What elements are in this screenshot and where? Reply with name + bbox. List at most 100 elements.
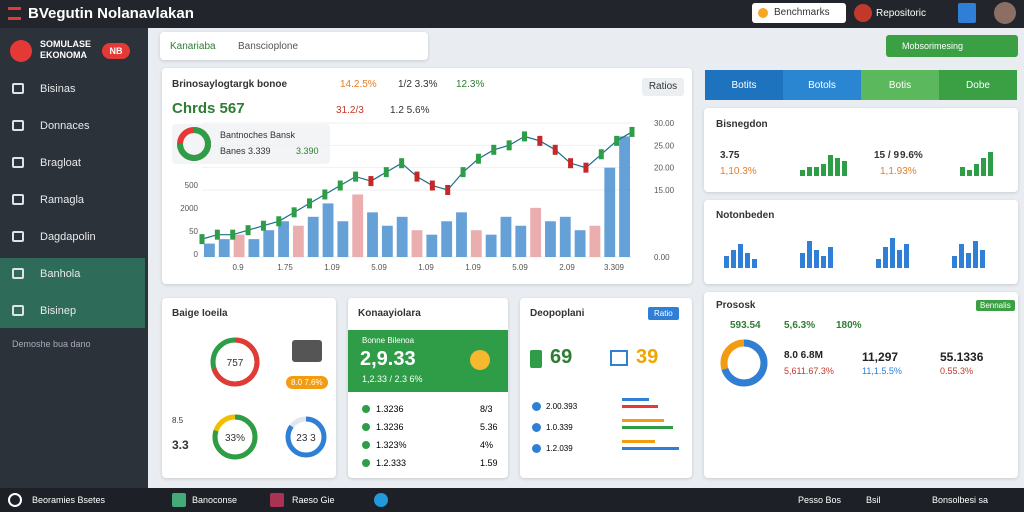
volume-bar <box>604 167 616 257</box>
tab[interactable]: Kanariaba <box>170 41 216 52</box>
search-box[interactable]: Benchmarks <box>752 3 846 23</box>
mini-bar <box>828 155 833 176</box>
segment[interactable]: Dobe <box>939 70 1017 100</box>
highlight-panel: Bonne Bilenoa 2,9.33 1,2.33 / 2.3 6% <box>348 330 508 392</box>
mini-bar <box>731 250 736 268</box>
row-text: 1.0.339 <box>546 423 573 432</box>
mini-bar <box>980 250 985 268</box>
candle <box>414 171 420 182</box>
nav-icon <box>12 305 24 316</box>
sidebar-footer: Demoshe bua dano <box>12 339 91 349</box>
nav-icon <box>12 157 24 168</box>
row-text: 2.00.393 <box>546 402 578 411</box>
mini-bar <box>897 250 902 268</box>
candle <box>583 162 589 173</box>
nav-item[interactable]: Bragloat <box>40 157 81 169</box>
app-icon[interactable] <box>958 3 976 23</box>
app-icon[interactable] <box>270 493 284 507</box>
user-avatar[interactable] <box>854 4 872 22</box>
row-dot <box>362 441 370 449</box>
candle <box>322 189 328 200</box>
volume-bar <box>218 239 230 257</box>
volume-bar <box>530 207 542 257</box>
segment[interactable]: Botols <box>783 70 861 100</box>
ratio-button[interactable]: Ratio <box>648 307 679 320</box>
nav-item[interactable]: Dagdapolin <box>40 231 96 243</box>
sidebar: SOMULASE EKONOMA NB Demoshe bua dano Bis… <box>0 28 148 488</box>
volume-bar <box>619 136 630 257</box>
donut-arc <box>210 337 260 387</box>
left-axis-label: 50 <box>189 227 198 236</box>
mini-bar <box>821 256 826 268</box>
stat-value: 15 / 9 <box>874 150 900 161</box>
row-text: 1.323% <box>376 440 407 450</box>
volume-bar <box>589 225 601 257</box>
donut-arc <box>285 416 327 458</box>
candle <box>629 126 635 137</box>
stat-value: 3.75 <box>720 150 740 161</box>
left-value: 69 <box>550 346 573 368</box>
volume-bar <box>559 216 571 257</box>
card-title: Notonbeden <box>716 210 775 221</box>
panel-icon <box>470 350 490 370</box>
volume-bar <box>307 216 319 257</box>
nav-item[interactable]: Donnaces <box>40 120 90 132</box>
volume-bar <box>500 216 512 257</box>
profile-photo[interactable] <box>994 2 1016 24</box>
app-label[interactable]: Raeso Gie <box>292 495 335 505</box>
nav-icon <box>12 231 24 242</box>
gauges: 757 33% 23 3 <box>210 337 327 460</box>
progress-bar <box>622 447 679 450</box>
app-icon[interactable] <box>172 493 186 507</box>
card-title: Deopoplani <box>530 308 585 319</box>
summary-card: Bisnegdon 3.75 1,10.3% 15 / 9 9.6% 1,1.9… <box>704 108 1018 192</box>
candle <box>460 167 466 178</box>
stat: 1/2 3.3% <box>398 79 438 90</box>
left-axis-label: 500 <box>185 181 199 190</box>
candle <box>475 153 481 164</box>
menu-icon[interactable] <box>8 7 21 20</box>
x-tick-label: 2.09 <box>559 263 575 272</box>
device-icon <box>292 340 322 362</box>
icon <box>530 350 542 368</box>
side-label: 3.3 <box>172 438 189 452</box>
ratios-button[interactable]: Ratios <box>642 78 684 96</box>
app-icon[interactable] <box>374 493 388 507</box>
departments-card: Deopoplani Ratio 69 39 2.00.393 1.0.339 1.… <box>520 298 692 478</box>
start-icon[interactable] <box>8 493 22 507</box>
mini-bar <box>807 241 812 268</box>
volume-bar <box>515 225 527 257</box>
legend-value: Banes 3.339 <box>220 146 271 156</box>
nav-icon <box>12 120 24 131</box>
nav-item[interactable]: Bisinep <box>40 305 77 317</box>
volume-bar <box>456 212 467 257</box>
mini-bar <box>960 167 965 176</box>
y-tick-label: 15.00 <box>654 186 675 195</box>
volume-bar <box>248 239 260 257</box>
candle <box>383 167 389 178</box>
segment[interactable]: Botis <box>861 70 939 100</box>
candle <box>214 229 220 240</box>
chart-title: Brinosaylogtargk bonoe <box>172 79 288 90</box>
nav-item[interactable]: Ramagla <box>40 194 85 206</box>
tab[interactable]: Banscioplone <box>238 41 299 52</box>
volume-bar <box>292 225 304 257</box>
row-dot <box>532 423 541 432</box>
app-title: BVegutin Nolanavlakan <box>28 5 194 22</box>
mini-bar <box>842 161 847 176</box>
action-button[interactable]: Mobsorimesing <box>886 35 1018 57</box>
nav-item[interactable]: Bisinas <box>40 83 76 95</box>
x-tick-label: 5.09 <box>512 263 528 272</box>
stat: 14.2.5% <box>340 79 377 90</box>
app-label[interactable]: Banoconse <box>192 495 238 505</box>
y-tick-label: 20.00 <box>654 164 675 173</box>
user-name: Repositoric <box>876 8 927 19</box>
mini-bar <box>821 164 826 176</box>
candle <box>598 149 604 160</box>
nav-item[interactable]: Banhola <box>40 268 81 280</box>
candle <box>506 140 512 151</box>
candle <box>568 158 574 169</box>
volume-bar <box>574 230 586 257</box>
segment[interactable]: Botits <box>705 70 783 100</box>
volume-bar <box>470 230 482 257</box>
